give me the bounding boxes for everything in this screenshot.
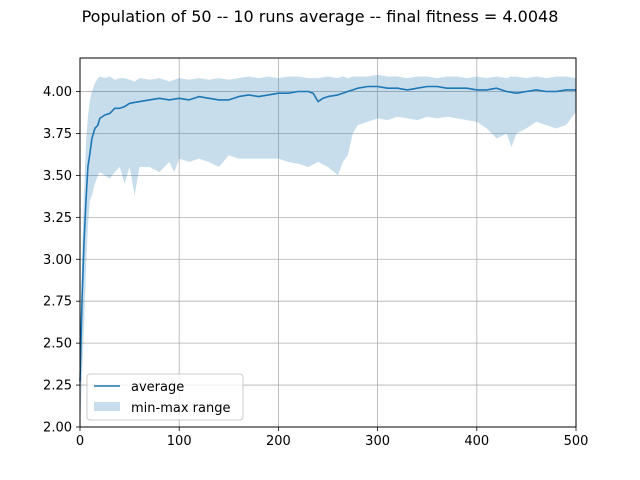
legend-label-min-max-range: min-max range — [131, 401, 230, 416]
y-tick-label: 2.25 — [43, 379, 72, 394]
y-tick-label: 3.25 — [43, 211, 72, 226]
y-tick-label: 2.75 — [43, 295, 72, 310]
band-layer — [80, 74, 576, 428]
y-tick-label: 4.00 — [43, 85, 72, 100]
chart-title: Population of 50 -- 10 runs average -- f… — [82, 7, 559, 26]
line-layer — [79, 85, 576, 382]
x-tick-label: 300 — [365, 434, 390, 449]
y-tick-label: 3.50 — [43, 169, 72, 184]
x-tick-label: 500 — [564, 434, 589, 449]
x-axis-ticks: 0 100 200 300 400 500 — [76, 427, 589, 449]
x-tick-label: 200 — [266, 434, 291, 449]
y-tick-label: 2.00 — [43, 421, 72, 436]
x-tick-label: 400 — [464, 434, 489, 449]
x-tick-label: 0 — [76, 434, 84, 449]
average-line — [79, 85, 576, 382]
min-max-range-band — [80, 74, 576, 428]
legend-box — [86, 373, 244, 421]
legend-label-average: average — [131, 380, 184, 395]
plot-frame — [79, 57, 577, 428]
x-tick-label: 100 — [167, 434, 192, 449]
legend-band-swatch — [94, 402, 120, 411]
y-axis-ticks: 2.00 2.25 2.50 2.75 3.00 3.25 3.50 3.75 4.00 — [43, 85, 80, 436]
y-tick-label: 3.00 — [43, 253, 72, 268]
y-tick-label: 2.50 — [43, 337, 72, 352]
y-tick-label: 3.75 — [43, 127, 72, 142]
legend: average min-max range — [86, 373, 244, 421]
